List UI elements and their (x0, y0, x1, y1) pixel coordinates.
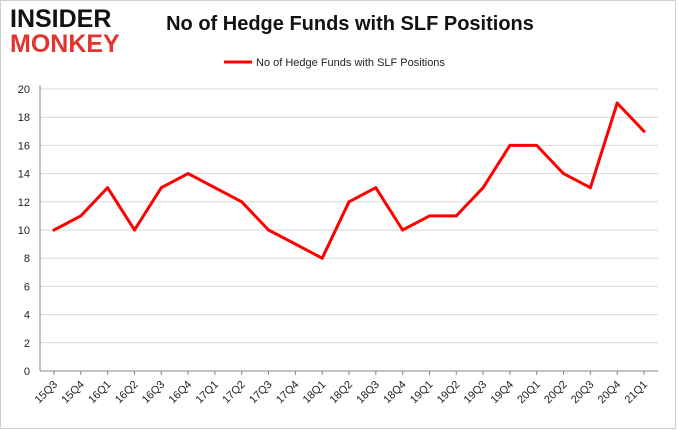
x-tick-label: 17Q2 (220, 379, 248, 407)
data-point (347, 200, 351, 204)
y-tick-label: 4 (24, 310, 30, 322)
y-tick-label: 8 (24, 253, 30, 265)
x-tick-label: 20Q4 (596, 379, 624, 407)
data-point (401, 228, 405, 232)
y-tick-label: 18 (18, 112, 30, 124)
logo-line-2: MONKEY (10, 30, 120, 58)
x-tick-label: 19Q1 (408, 379, 436, 407)
x-tick-label: 15Q3 (33, 379, 61, 407)
series-line (52, 101, 646, 260)
data-point (588, 186, 592, 190)
axes (39, 85, 658, 375)
series-layer (52, 101, 646, 260)
x-tick-label: 16Q1 (86, 379, 114, 407)
data-point (427, 214, 431, 218)
x-tick-label: 19Q2 (435, 379, 463, 407)
data-point (79, 214, 83, 218)
data-point (454, 214, 458, 218)
data-point (213, 186, 217, 190)
x-tick-label: 20Q2 (542, 379, 570, 407)
data-point (615, 101, 619, 105)
x-tick-label: 16Q2 (113, 379, 141, 407)
x-tick-label: 17Q4 (274, 379, 302, 407)
data-point (132, 228, 136, 232)
data-point (159, 186, 163, 190)
y-tick-label: 12 (18, 197, 30, 209)
x-tick-labels: 15Q3 15Q4 16Q1 16Q2 16Q3 16Q4 17Q1 17Q2 17Q3 17Q4… (33, 379, 651, 407)
logo-line-1: INSIDER (10, 5, 112, 33)
data-point (508, 143, 512, 147)
y-tick-label: 14 (18, 169, 30, 181)
gridlines (40, 88, 658, 372)
x-tick-label: 15Q4 (59, 379, 87, 407)
x-tick-label: 19Q4 (489, 379, 517, 407)
x-tick-label: 20Q1 (515, 379, 543, 407)
data-point (106, 186, 110, 190)
x-tick-label: 16Q3 (140, 379, 168, 407)
data-point (320, 256, 324, 260)
data-point (535, 143, 539, 147)
x-tick-label: 16Q4 (167, 379, 195, 407)
chart-title: No of Hedge Funds with SLF Positions (166, 13, 534, 35)
data-point (562, 172, 566, 176)
x-tick-label: 21Q1 (623, 379, 651, 407)
x-tick-label: 18Q2 (328, 379, 356, 407)
legend-label: No of Hedge Funds with SLF Positions (256, 57, 445, 69)
y-tick-label: 2 (24, 338, 30, 350)
x-tick-label: 20Q3 (569, 379, 597, 407)
data-point (267, 228, 271, 232)
x-tick-label: 17Q3 (247, 379, 275, 407)
data-point (52, 228, 56, 232)
y-tick-label: 6 (24, 281, 30, 293)
y-tick-label: 0 (24, 366, 30, 378)
y-tick-label: 20 (18, 84, 30, 96)
insider-monkey-logo: INSIDER MONKEY (10, 5, 128, 58)
data-point (374, 186, 378, 190)
data-point (481, 186, 485, 190)
x-tick-label: 18Q3 (354, 379, 382, 407)
x-tick-label: 18Q4 (381, 379, 409, 407)
x-tick-label: 18Q1 (301, 379, 329, 407)
data-point (240, 200, 244, 204)
legend: No of Hedge Funds with SLF Positions (224, 57, 445, 69)
data-point (642, 129, 646, 133)
data-point (186, 172, 190, 176)
data-point (293, 242, 297, 246)
y-tick-labels: 0 2 4 6 8 10 12 14 16 18 20 (18, 84, 30, 378)
y-tick-label: 16 (18, 140, 30, 152)
x-tick-label: 17Q1 (194, 379, 222, 407)
x-tick-label: 19Q3 (462, 379, 490, 407)
y-tick-label: 10 (18, 225, 30, 237)
